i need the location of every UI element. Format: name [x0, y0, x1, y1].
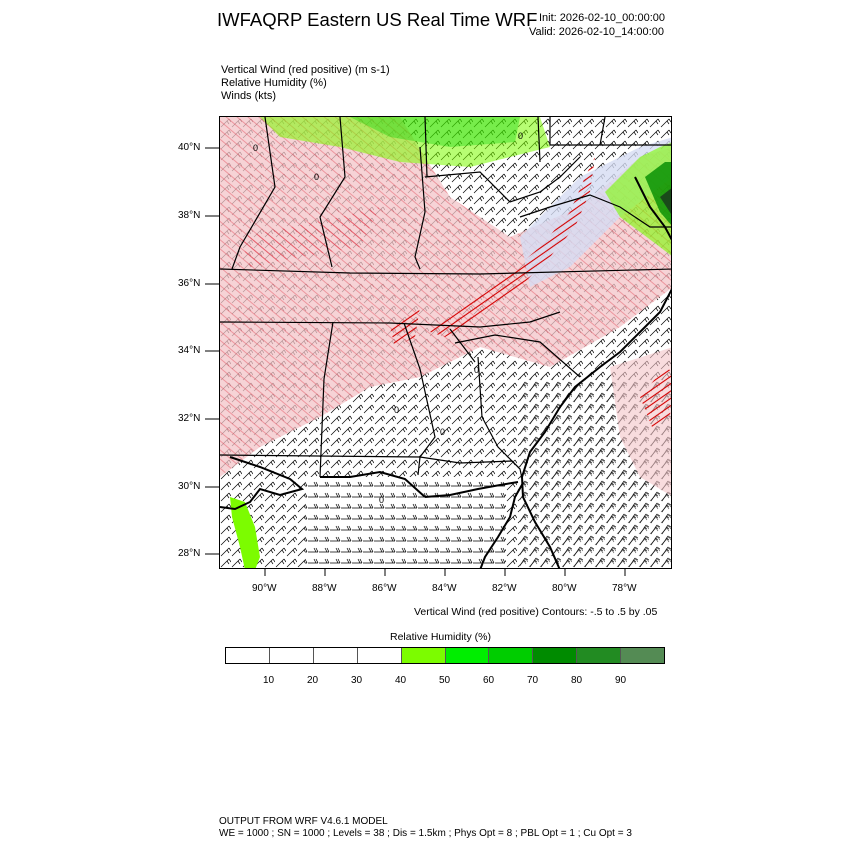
contour-label-zero: 0 [440, 427, 445, 437]
colorbar-title: Relative Humidity (%) [390, 631, 491, 643]
updraft-band [430, 157, 595, 337]
colorbar-label: 20 [307, 675, 319, 686]
map-canvas: 0 0 0 0 0 0 0 [220, 117, 671, 568]
contour-label-zero: 0 [253, 143, 258, 153]
rh-shading-gulf [230, 497, 260, 568]
coastline [220, 176, 671, 568]
variable-winds: Winds (kts) [221, 90, 276, 102]
contour-note: Vertical Wind (red positive) Contours: -… [414, 606, 658, 618]
lon-label-78: 78°W [612, 583, 637, 594]
updraft-offshore [640, 367, 671, 427]
colorbar-label: 10 [263, 675, 275, 686]
contour-label-zero: 0 [518, 131, 523, 141]
colorbar-cell [269, 648, 314, 663]
variable-vertical-wind: Vertical Wind (red positive) (m s-1) [221, 64, 390, 76]
colorbar-cell [533, 648, 578, 663]
colorbar-cell [226, 648, 270, 663]
lon-label-90: 90°W [252, 583, 277, 594]
colorbar-label: 30 [351, 675, 363, 686]
lat-ticks [205, 147, 219, 555]
footer-model: OUTPUT FROM WRF V4.6.1 MODEL [219, 816, 388, 827]
plot-title: IWFAQRP Eastern US Real Time WRF [217, 9, 538, 30]
lon-label-84: 84°W [432, 583, 457, 594]
lat-label-38: 38°N [178, 210, 201, 221]
colorbar-cell [489, 648, 534, 663]
variable-relative-humidity: Relative Humidity (%) [221, 77, 327, 89]
lat-label-28: 28°N [178, 548, 201, 559]
lon-label-82: 82°W [492, 583, 517, 594]
contour-label-zero: 0 [394, 405, 399, 415]
lon-ticks [264, 569, 626, 576]
colorbar-label: 90 [615, 675, 627, 686]
contour-label-zero: 0 [474, 365, 479, 375]
map-panel: 0 0 0 0 0 0 0 [219, 116, 672, 569]
colorbar-label: 40 [395, 675, 407, 686]
colorbar-cell [401, 648, 446, 663]
colorbar-cell [445, 648, 490, 663]
wind-barbs-gulf [305, 477, 505, 568]
lat-label-40: 40°N [178, 142, 201, 153]
lat-label-36: 36°N [178, 278, 201, 289]
lat-label-32: 32°N [178, 413, 201, 424]
footer-config: WE = 1000 ; SN = 1000 ; Levels = 38 ; Di… [219, 828, 632, 839]
colorbar-label: 80 [571, 675, 583, 686]
rh-shading-north [260, 117, 550, 167]
contour-label-zero: 0 [314, 172, 319, 182]
lon-label-80: 80°W [552, 583, 577, 594]
contour-label-zero: 0 [379, 495, 384, 505]
lat-label-30: 30°N [178, 481, 201, 492]
init-time: Init: 2026-02-10_00:00:00 [539, 12, 665, 24]
valid-time: Valid: 2026-02-10_14:00:00 [529, 26, 664, 38]
state-boundaries [220, 117, 671, 484]
colorbar-cell [621, 648, 665, 663]
colorbar-label: 60 [483, 675, 495, 686]
lon-label-86: 86°W [372, 583, 397, 594]
colorbar-cell [313, 648, 358, 663]
colorbar-label: 50 [439, 675, 451, 686]
lon-label-88: 88°W [312, 583, 337, 594]
colorbar [225, 647, 665, 664]
colorbar-label: 70 [527, 675, 539, 686]
colorbar-cell [357, 648, 402, 663]
colorbar-cell [577, 648, 622, 663]
lat-label-34: 34°N [178, 345, 201, 356]
